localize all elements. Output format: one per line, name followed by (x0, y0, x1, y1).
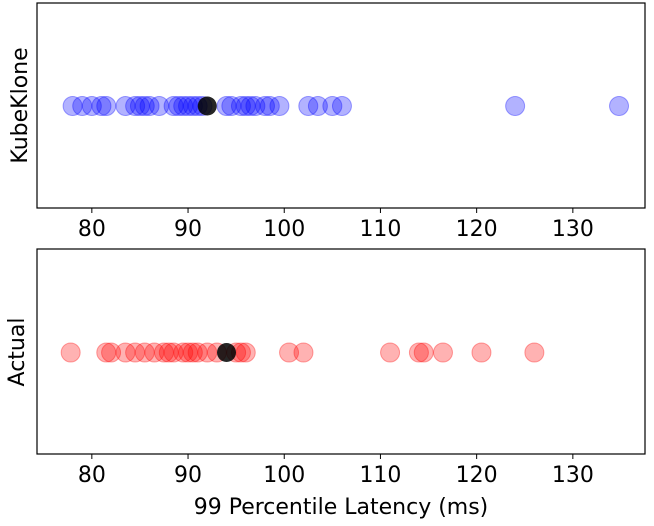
data-point (380, 342, 401, 363)
x-tick-label: 110 (359, 463, 401, 488)
data-point (609, 96, 630, 116)
data-point (153, 342, 174, 363)
data-point (413, 342, 434, 363)
x-tick-label: 130 (552, 217, 594, 242)
x-ticks-actual: 80 90 100 110 120 130 (78, 454, 594, 488)
x-tick-label: 100 (263, 463, 305, 488)
data-point (134, 342, 155, 363)
data-point (279, 342, 300, 363)
x-tick-label: 120 (456, 463, 498, 488)
data-point (408, 342, 429, 363)
data-point (216, 96, 237, 116)
data-point (178, 96, 199, 116)
y-axis-label-kubeklone: KubeKlone (8, 47, 33, 163)
data-point (115, 96, 136, 116)
data-point (62, 96, 83, 116)
data-point (322, 96, 343, 116)
data-point (129, 96, 150, 116)
data-point (259, 96, 280, 116)
data-point (91, 96, 112, 116)
data-point (158, 342, 179, 363)
data-point (298, 96, 319, 116)
data-point (293, 342, 314, 363)
x-tick-label: 90 (174, 463, 202, 488)
data-point (269, 96, 290, 116)
data-point (163, 96, 184, 116)
data-point (163, 342, 184, 363)
x-axis-label: 99 Percentile Latency (ms) (194, 495, 489, 520)
data-point (168, 96, 189, 116)
data-point (125, 342, 146, 363)
data-point (331, 96, 352, 116)
data-point (173, 342, 194, 363)
data-point (245, 96, 266, 116)
panel-kubeklone: 80 90 100 110 120 130 KubeKlone (8, 2, 646, 242)
data-point (524, 342, 545, 363)
x-tick-label: 120 (456, 217, 498, 242)
data-point (60, 342, 81, 363)
plot-area-kubeklone (36, 2, 646, 209)
data-point (81, 96, 102, 116)
x-tick-label: 130 (552, 463, 594, 488)
data-point (505, 96, 526, 116)
data-point (221, 96, 242, 116)
data-point (182, 342, 203, 363)
data-point (471, 342, 492, 363)
points-actual (60, 342, 545, 363)
data-point (178, 342, 199, 363)
data-point (144, 342, 165, 363)
mean-point (197, 96, 217, 116)
data-point (134, 96, 155, 116)
data-point (96, 96, 117, 116)
x-ticks-kubeklone: 80 90 100 110 120 130 (78, 208, 594, 242)
data-point (197, 342, 218, 363)
data-point (307, 96, 328, 116)
data-point (235, 342, 256, 363)
x-tick-label: 80 (78, 463, 106, 488)
data-point (230, 96, 251, 116)
data-point (115, 342, 136, 363)
mean-point (217, 343, 237, 362)
x-tick-label: 90 (174, 217, 202, 242)
points-kubeklone (62, 96, 630, 116)
data-point (101, 342, 122, 363)
data-point (187, 342, 208, 363)
x-tick-label: 80 (78, 217, 106, 242)
y-axis-label-actual: Actual (5, 318, 30, 387)
data-point (72, 96, 93, 116)
x-tick-label: 100 (263, 217, 305, 242)
plot-area-actual (36, 248, 646, 455)
data-point (240, 96, 261, 116)
data-point (235, 96, 256, 116)
data-point (139, 96, 160, 116)
panel-actual: 80 90 100 110 120 130 Actual 99 Percentile La… (5, 248, 646, 520)
data-point (96, 342, 117, 363)
data-point (173, 96, 194, 116)
data-point (255, 96, 275, 116)
data-point (432, 342, 453, 363)
x-tick-label: 110 (359, 217, 401, 242)
data-point (125, 96, 146, 116)
data-point (149, 96, 170, 116)
